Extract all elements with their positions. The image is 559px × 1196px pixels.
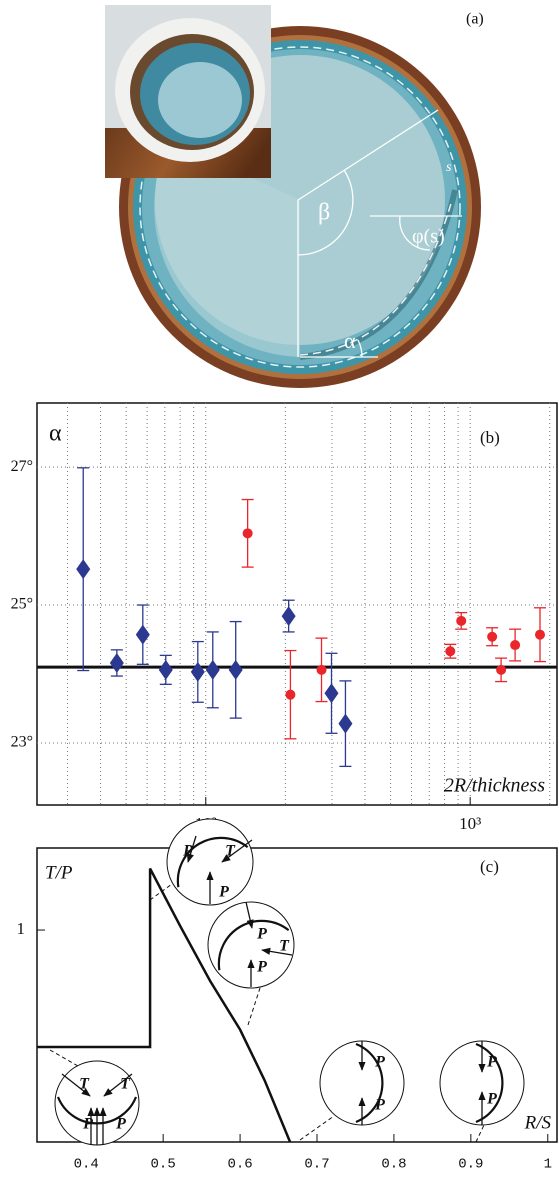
force-label: P [82, 1116, 93, 1133]
force-arrow [186, 835, 197, 863]
data-point [316, 664, 327, 675]
data-point [487, 631, 498, 642]
inset-sheet [475, 1042, 504, 1124]
panel-label: (a) [466, 11, 484, 28]
force-label: T [279, 938, 290, 955]
x-axis-label: R/S [524, 1112, 552, 1133]
connector [149, 883, 173, 901]
force-label: P [182, 843, 193, 860]
data-point [109, 652, 124, 673]
force-label: P [374, 1097, 385, 1114]
data-point [242, 528, 253, 539]
data-line [37, 867, 292, 1143]
plot-frame [36, 402, 558, 806]
inset-circle [166, 818, 254, 906]
force-label: P [218, 884, 229, 901]
data-point [445, 646, 456, 657]
connector [49, 1049, 79, 1067]
y-tick-label: 1 [17, 919, 26, 938]
data-point [535, 629, 546, 640]
x-tick-label: 0.9 [458, 1157, 483, 1173]
inset-diagram: PTP [207, 901, 295, 1026]
data-point [76, 559, 91, 580]
data-point [135, 624, 150, 645]
x-tick-label: 1 [544, 1157, 552, 1173]
photo: (a) β φ(s) s α [105, 5, 484, 388]
annotation: α [344, 328, 356, 353]
force-label: T [225, 843, 236, 860]
force-arrow [103, 1073, 133, 1097]
data-point [281, 606, 296, 627]
panel-label: (b) [480, 428, 500, 447]
y-tick-label: 27° [11, 458, 33, 475]
x-tick-label: 0.6 [227, 1157, 252, 1173]
inset-circle [207, 901, 295, 989]
inset-sheet [355, 1042, 384, 1124]
inset-diagram: PP [299, 1040, 405, 1141]
panel-label: (c) [480, 857, 499, 876]
data-point [510, 640, 521, 651]
force-arrow [261, 947, 293, 956]
inset-diagram: P T P [149, 818, 254, 906]
annotation: φ(s) [412, 226, 445, 248]
y-tick-label: 25° [11, 596, 33, 613]
connector [247, 987, 261, 1026]
data-point [205, 659, 220, 680]
x-tick-label: 0.7 [304, 1157, 329, 1173]
y-tick-label: 23° [11, 734, 33, 751]
force-arrow [245, 901, 254, 929]
x-tick-label: 0.4 [74, 1157, 99, 1173]
y-axis-label: T/P [45, 862, 73, 883]
x-tick-label: 10³ [459, 814, 481, 833]
data-point [285, 689, 296, 700]
force-label: P [486, 1091, 497, 1108]
data-point [324, 683, 339, 704]
x-tick-label: 0.5 [151, 1157, 176, 1173]
annotation: β [318, 200, 330, 226]
annotation: s [446, 160, 452, 175]
data-point [158, 659, 173, 680]
y-axis-label: α [49, 421, 62, 447]
inset-sheet [176, 836, 249, 888]
connector [475, 1124, 485, 1143]
inset-diagram: PP [439, 1040, 525, 1143]
force-label: T [120, 1076, 131, 1093]
x-tick-label: 0.8 [381, 1157, 406, 1173]
data-point [456, 615, 467, 626]
data-point [228, 659, 243, 680]
data-point [338, 713, 353, 734]
force-label: T [79, 1076, 90, 1093]
inset-sheet [217, 919, 290, 971]
force-label: P [374, 1054, 385, 1071]
force-label: P [115, 1116, 126, 1133]
plot-frame [36, 847, 558, 1143]
force-arrow [221, 839, 253, 863]
data-point [496, 664, 507, 675]
x-axis-label: 2R/thickness [444, 775, 545, 797]
force-label: P [256, 926, 267, 943]
force-arrow [61, 1073, 91, 1097]
force-label: P [256, 959, 267, 976]
force-label: P [486, 1054, 497, 1071]
inset-diagram: T T P P [49, 1049, 140, 1146]
data-point [190, 661, 205, 682]
